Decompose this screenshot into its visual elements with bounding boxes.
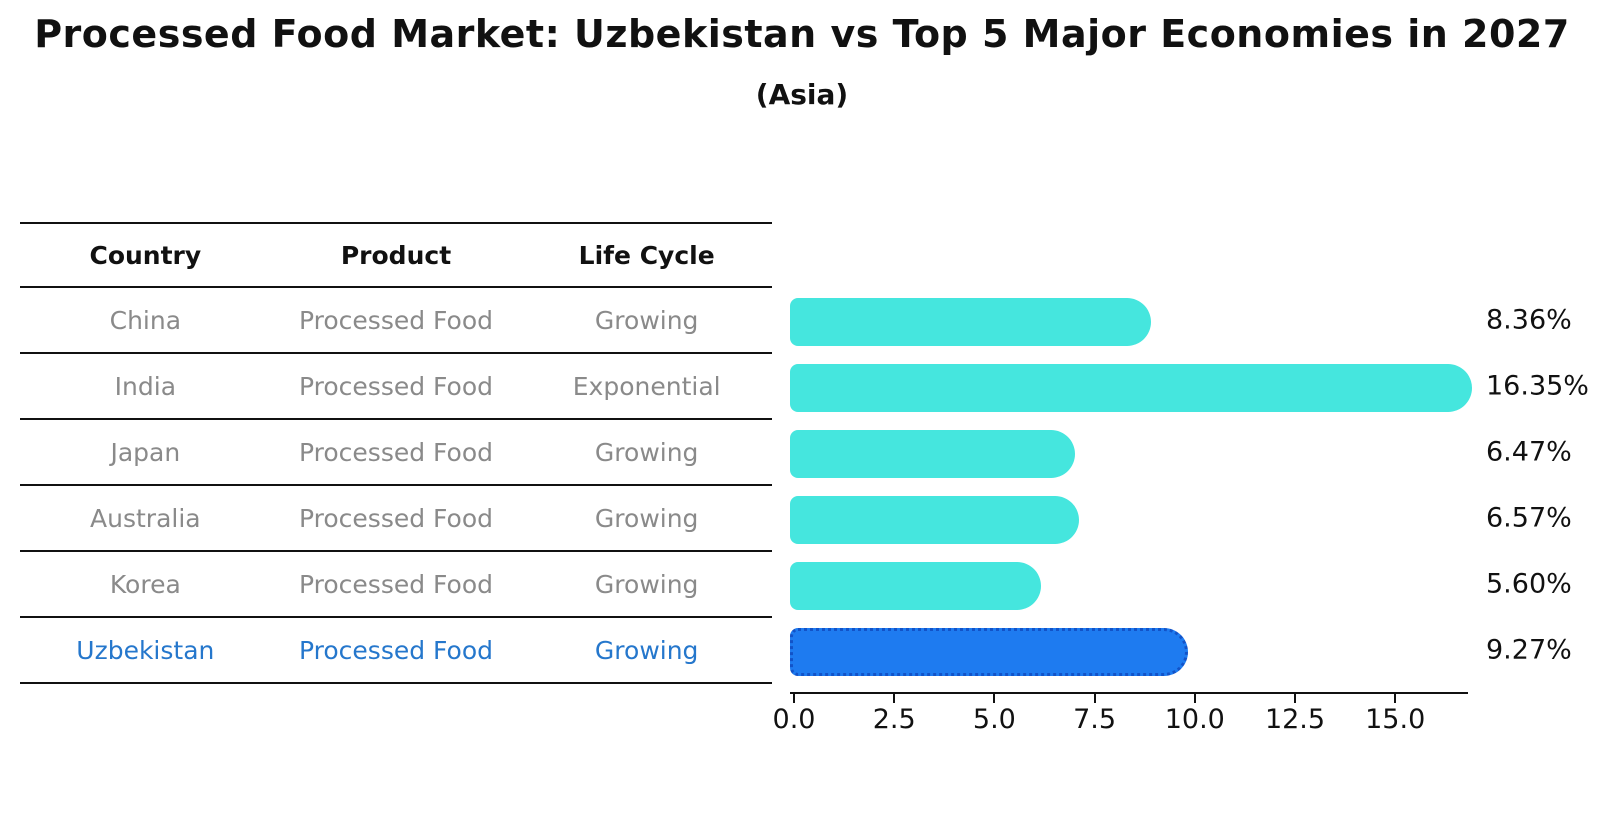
bar-korea (790, 562, 1041, 610)
cell-country: China (109, 305, 182, 335)
table-row-china: China Processed Food Growing (20, 288, 772, 354)
cell-life-cycle: Exponential (572, 371, 721, 401)
x-axis-tick-label: 12.5 (1264, 704, 1326, 735)
cell-life-cycle: Growing (594, 635, 699, 665)
country-table: Country Product Life Cycle China Process… (20, 222, 772, 684)
cell-country: Australia (90, 503, 201, 533)
x-axis-tick-label: 10.0 (1164, 704, 1225, 735)
table-row-korea: Korea Processed Food Growing (20, 552, 772, 618)
table-row-australia: Australia Processed Food Growing (20, 486, 772, 552)
x-axis-tick (793, 694, 795, 703)
bar-china (790, 298, 1152, 346)
x-axis-tick (1394, 694, 1397, 703)
x-axis-tick-label: 0.0 (772, 704, 816, 735)
x-axis-tick-label: 7.5 (1073, 704, 1117, 735)
cell-country: Japan (110, 437, 181, 467)
x-axis-tick (1193, 694, 1196, 703)
x-axis-tick-label: 2.5 (872, 704, 916, 735)
cell-product: Processed Food (299, 569, 493, 599)
value-label-india: 16.35% (1486, 370, 1589, 402)
table-row-japan: Japan Processed Food Growing (20, 420, 772, 486)
table-row-india: India Processed Food Exponential (20, 354, 772, 420)
cell-product: Processed Food (299, 371, 493, 401)
x-axis-tick (1294, 694, 1296, 703)
x-axis-tick (993, 694, 996, 703)
x-axis-tick (1093, 694, 1096, 703)
cell-country: Uzbekistan (76, 635, 215, 665)
x-axis-tick (893, 694, 896, 703)
table-header-row: Country Product Life Cycle (20, 222, 772, 288)
value-label-australia: 6.57% (1486, 502, 1572, 534)
value-label-uzbekistan: 9.27% (1486, 634, 1572, 666)
chart-subtitle: (Asia) (755, 78, 849, 111)
x-axis-tick-label: 15.0 (1365, 704, 1426, 735)
cell-life-cycle: Growing (594, 569, 699, 599)
cell-life-cycle: Growing (594, 437, 699, 467)
x-axis-line (790, 692, 1468, 694)
cell-life-cycle: Growing (594, 503, 699, 533)
table-header-country: Country (89, 240, 202, 270)
value-label-china: 8.36% (1486, 304, 1572, 336)
bar-india (790, 364, 1472, 412)
table-header-product: Product (340, 240, 452, 270)
cell-product: Processed Food (299, 305, 493, 335)
cell-country: India (114, 371, 177, 401)
value-label-japan: 6.47% (1486, 436, 1572, 468)
chart-title: Processed Food Market: Uzbekistan vs Top… (34, 12, 1570, 56)
bar-australia (790, 496, 1080, 544)
cell-country: Korea (109, 569, 181, 599)
bar-uzbekistan (790, 628, 1188, 676)
table-header-life-cycle: Life Cycle (578, 240, 715, 270)
cell-product: Processed Food (299, 503, 493, 533)
cell-life-cycle: Growing (594, 305, 699, 335)
value-label-korea: 5.60% (1486, 568, 1572, 600)
bar-japan (790, 430, 1076, 478)
cell-product: Processed Food (299, 437, 493, 467)
x-axis-tick-label: 5.0 (972, 704, 1016, 735)
cell-product: Processed Food (299, 635, 493, 665)
table-row-uzbekistan: Uzbekistan Processed Food Growing (20, 618, 772, 684)
